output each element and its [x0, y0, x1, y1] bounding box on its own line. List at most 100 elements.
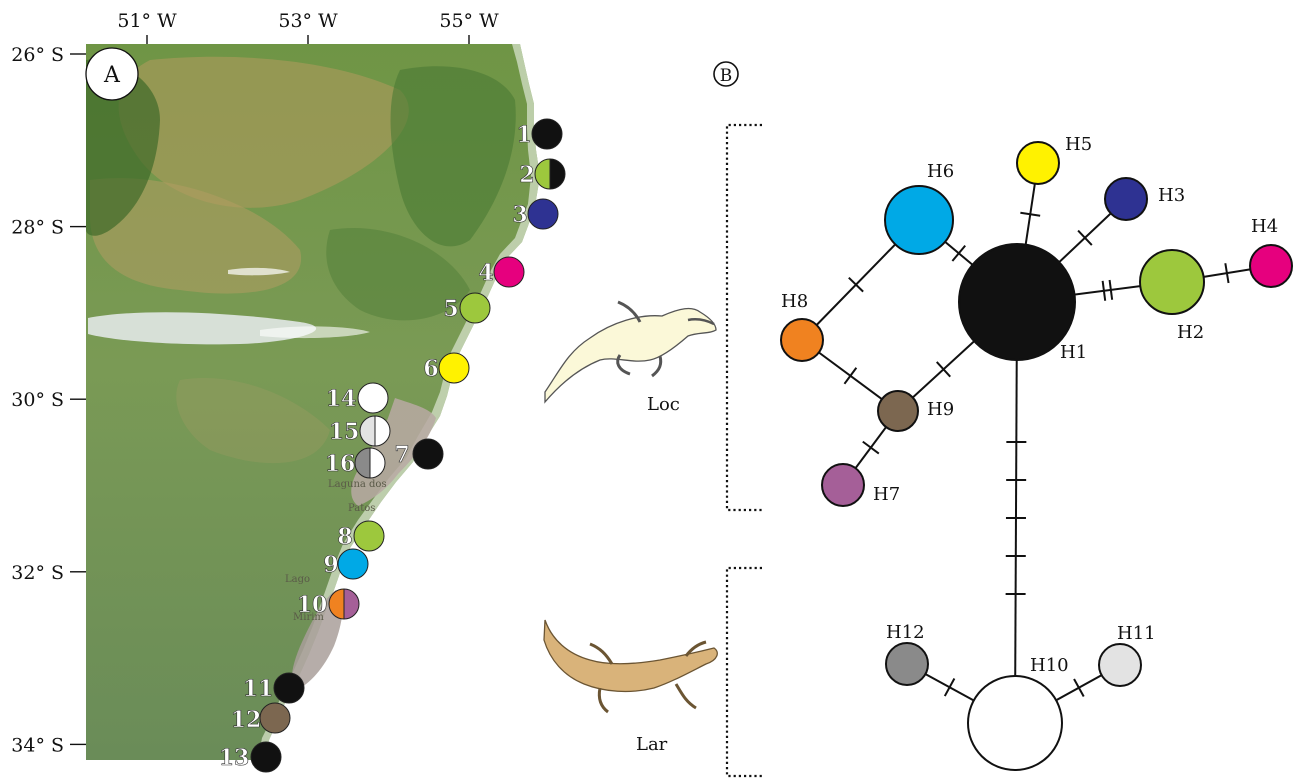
site-number-label: 9: [323, 552, 338, 578]
haplotype-label: H2: [1177, 322, 1204, 343]
lizard-lar-icon: [543, 619, 718, 714]
lake-label: Patos: [348, 503, 375, 514]
site-marker-outline: [359, 415, 391, 447]
haplotype-node: [821, 463, 865, 507]
mutation-tick: [862, 440, 880, 455]
lake-label: Lago: [285, 574, 310, 585]
panel-letter: B: [720, 66, 733, 86]
site-14: 14: [325, 382, 389, 414]
site-9: 9: [323, 548, 369, 580]
network-nodes: H1 H2 H3 H4 H5 H6 H7 H8 H9 H10 H11 H12: [780, 134, 1293, 771]
haplotype-label: H10: [1030, 655, 1069, 676]
site-marker-outline: [354, 447, 386, 479]
latitude-tick-label: 26° S: [11, 44, 64, 66]
haplotype-node: [884, 185, 954, 255]
site-12: 12: [230, 702, 291, 734]
haplotype-node: [1016, 141, 1060, 185]
map-forest: [390, 66, 516, 247]
mutation-tick: [943, 678, 956, 697]
haplotype-H5: H5: [1016, 134, 1092, 185]
lagoon-patos: [351, 398, 436, 506]
network-panel: B Loc Lar H1 H2 H3 H4 H5 H6 H7 H8 H9 H10 H11 H12: [543, 61, 1293, 778]
site-5: 5: [443, 292, 491, 324]
site-number-label: 1: [516, 122, 531, 148]
site-marker: [412, 438, 444, 470]
site-7: 7: [394, 438, 444, 470]
site-number-label: 6: [423, 356, 438, 382]
mutation-tick: [1020, 211, 1041, 217]
site-marker: [357, 382, 389, 414]
site-marker-left-half: [355, 448, 370, 478]
latitude-tick-label: 30° S: [11, 389, 64, 411]
site-marker-left-half: [535, 159, 550, 189]
site-marker-left-half: [360, 416, 375, 446]
haplotype-node: [1098, 643, 1142, 687]
site-marker: [273, 672, 305, 704]
site-marker: [531, 118, 563, 150]
site-number-label: 14: [326, 386, 357, 412]
longitude-tick-label: 51° W: [117, 10, 177, 32]
site-marker: [438, 352, 470, 384]
site-8: 8: [337, 520, 385, 552]
map-forest: [86, 59, 160, 236]
site-marker-right-half: [375, 416, 390, 446]
site-marker: [527, 198, 559, 230]
map-dry-area: [90, 178, 302, 294]
longitude-tick-label: 53° W: [278, 10, 338, 32]
bracket-loc: [725, 123, 762, 512]
site-6: 6: [423, 352, 470, 384]
site-3: 3: [512, 198, 559, 230]
haplotype-node: [885, 642, 929, 686]
map-dry-area: [176, 378, 330, 464]
haplotype-H2: H2: [1139, 249, 1205, 343]
site-marker-right-half: [344, 589, 359, 619]
haplotype-H7: H7: [821, 463, 900, 507]
haplotype-H1: H1: [958, 243, 1087, 363]
site-number-label: 13: [219, 745, 250, 771]
site-marker-left-half: [329, 589, 344, 619]
mutation-tick: [843, 367, 858, 385]
species-label-lar: Lar: [636, 734, 668, 755]
site-marker: [337, 548, 369, 580]
mutation-tick: [1101, 280, 1107, 301]
haplotype-node: [1139, 249, 1205, 315]
site-marker: [459, 292, 491, 324]
haplotype-label: H6: [927, 161, 954, 182]
latitude-tick-label: 34° S: [11, 734, 64, 756]
network-edge: [1014, 301, 1018, 724]
lake-label: Laguna dos: [328, 479, 387, 490]
site-4: 4: [478, 256, 525, 288]
mutation-tick: [1108, 279, 1114, 300]
map-dry-area: [118, 56, 409, 208]
map-cloud: [260, 326, 370, 339]
site-marker-right-half: [370, 448, 385, 478]
site-2: 2: [519, 158, 566, 190]
haplotype-H11: H11: [1098, 623, 1156, 687]
haplotype-H3: H3: [1104, 177, 1185, 221]
longitude-tick-label: 55° W: [439, 10, 499, 32]
map-cloud: [228, 267, 290, 276]
edge-H1-H10: [1005, 301, 1027, 724]
map-cloud: [88, 312, 317, 345]
mutation-tick: [935, 361, 951, 378]
species-label-loc: Loc: [647, 394, 680, 415]
site-marker-outline: [534, 158, 566, 190]
site-number-label: 12: [231, 707, 262, 733]
site-number-label: 2: [519, 162, 534, 188]
haplotype-label: H3: [1158, 185, 1185, 206]
haplotype-H8: H8: [780, 291, 824, 362]
mutation-tick: [1224, 263, 1230, 284]
site-1: 1: [516, 118, 563, 150]
panel-letter: A: [103, 63, 121, 88]
panel-letter-badge: [85, 47, 139, 101]
haplotype-node: [877, 390, 919, 432]
haplotype-node: [1249, 244, 1293, 288]
mutation-tick: [1077, 229, 1093, 246]
mutation-tick: [1073, 678, 1085, 697]
mutation-tick: [848, 276, 864, 293]
site-10: 10: [296, 588, 360, 620]
haplotype-label: H5: [1065, 134, 1092, 155]
lake-label: Mirim: [293, 612, 324, 623]
